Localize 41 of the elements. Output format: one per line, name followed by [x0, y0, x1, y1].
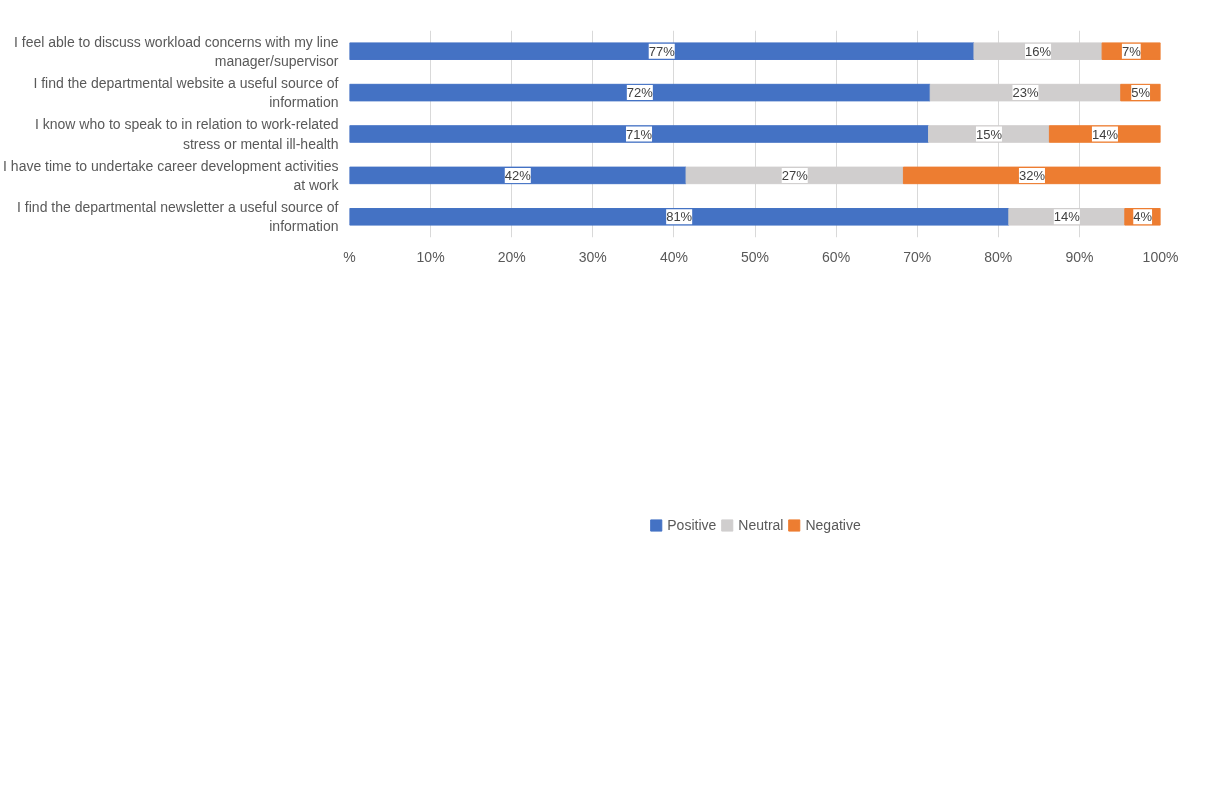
x-tick-label: 50%: [740, 248, 770, 265]
data-label: 4%: [1133, 209, 1153, 225]
bar: [349, 42, 975, 60]
data-label: 14%: [1091, 126, 1119, 142]
x-tick-label: 100%: [1142, 248, 1179, 265]
x-tick-label: 30%: [578, 248, 607, 265]
data-label: 32%: [1018, 167, 1046, 183]
x-tick-label: 60%: [822, 248, 851, 265]
y-tick-label: I feel able to discuss workload concerns with my line manager/supervisor: [14, 33, 339, 69]
x-tick-label: 40%: [659, 248, 688, 265]
data-label: 72%: [626, 85, 654, 101]
legend-label: Negative: [805, 517, 861, 533]
bar: [349, 83, 931, 102]
data-label: 42%: [504, 167, 532, 183]
x-tick-label: 80%: [984, 248, 1013, 265]
data-label: 71%: [626, 126, 653, 142]
x-tick-label: 90%: [1065, 248, 1094, 265]
data-label: 15%: [975, 126, 1003, 142]
data-label: 27%: [781, 167, 809, 183]
data-label: 5%: [1131, 85, 1151, 101]
bar: [349, 125, 930, 143]
data-label: 77%: [648, 43, 676, 59]
data-label: 7%: [1121, 43, 1142, 59]
data-label: 14%: [1053, 209, 1081, 225]
x-tick-label: %: [343, 248, 356, 265]
x-tick-label: 10%: [416, 248, 445, 265]
bar: [349, 166, 687, 185]
legend-label: Neutral: [738, 517, 784, 533]
y-tick-label: I find the departmental newsletter a useful source of information: [17, 199, 339, 235]
data-label: 23%: [1012, 85, 1039, 101]
x-tick-label: 70%: [903, 248, 932, 265]
bar: [349, 208, 1010, 226]
bar: [685, 166, 904, 185]
y-tick-label: I know who to speak to in relation to work-related stress or mental ill-health: [35, 116, 339, 152]
y-tick-label: I find the departmental website a useful source of information: [33, 75, 339, 111]
y-tick-label: I have time to undertake career development activities at work: [3, 157, 340, 193]
x-tick-label: 20%: [497, 248, 526, 265]
data-label: 81%: [666, 209, 693, 225]
bar: [902, 166, 1161, 185]
legend-label: Positive: [667, 517, 717, 533]
data-label: 16%: [1025, 43, 1052, 59]
